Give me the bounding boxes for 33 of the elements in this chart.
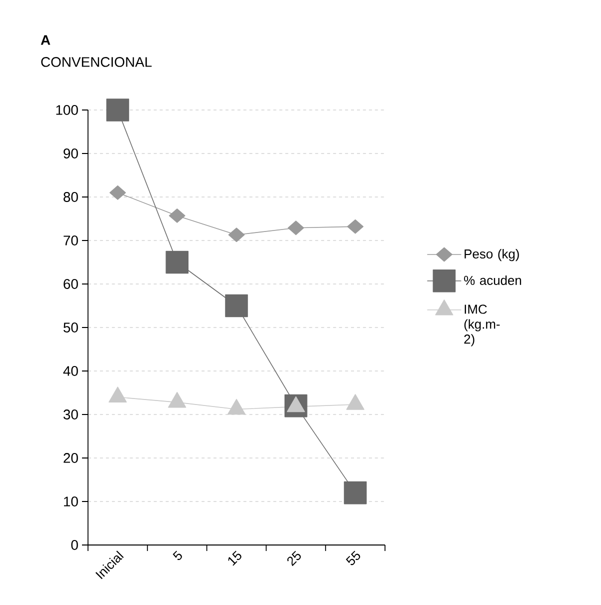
- y-tick-label: 20: [64, 453, 78, 463]
- point: [168, 208, 186, 223]
- y-tick-label: 10: [64, 496, 78, 506]
- y-tick-label: 40: [63, 366, 78, 376]
- point: [108, 386, 127, 402]
- chart-subtitle: CONVENCIONAL: [41, 57, 152, 67]
- point: [288, 220, 304, 236]
- x-tick-label: 15: [228, 550, 242, 566]
- y-tick-label: 60: [64, 279, 78, 289]
- point: [347, 219, 364, 234]
- point: [166, 250, 188, 274]
- point: [168, 392, 186, 408]
- legend-label: Peso (kg): [464, 249, 519, 262]
- legend-label: % acuden: [464, 275, 522, 285]
- y-tick-label: 100: [56, 105, 78, 115]
- point: [110, 185, 126, 200]
- y-tick-label: 80: [64, 192, 78, 202]
- x-tick-label: 55: [346, 550, 360, 566]
- point: [346, 394, 364, 410]
- chart-title: A: [40, 35, 50, 45]
- point: [228, 228, 245, 242]
- y-tick-label: 0: [71, 540, 78, 550]
- legend-label: IMC (kg.m-2): [464, 304, 500, 346]
- y-tick-label: 90: [64, 148, 78, 158]
- y-tick-label: 30: [63, 410, 78, 420]
- point: [227, 398, 246, 415]
- point: [106, 98, 130, 122]
- x-tick-label: 25: [287, 550, 301, 566]
- y-tick-label: 70: [64, 236, 78, 246]
- point: [225, 294, 248, 318]
- x-tick-label: 5: [172, 550, 182, 560]
- point: [286, 396, 305, 412]
- y-tick-label: 50: [64, 322, 78, 332]
